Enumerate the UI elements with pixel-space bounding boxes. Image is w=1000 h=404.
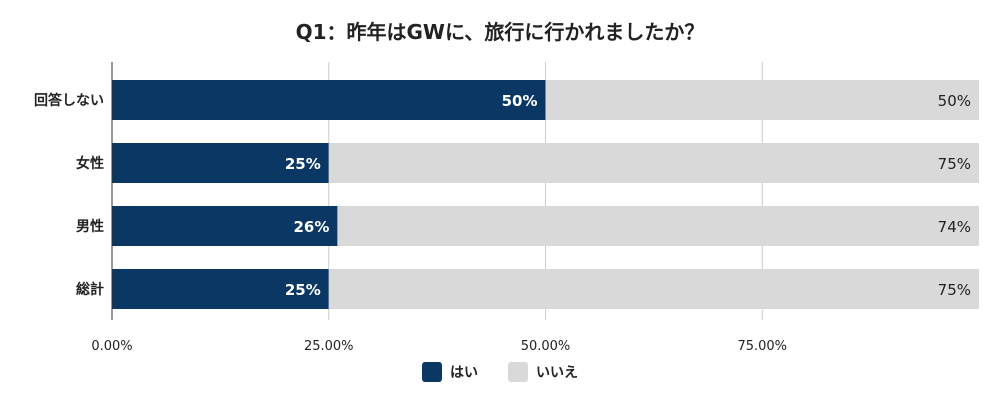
data-label-no-1: 75% <box>938 155 971 173</box>
bar-yes-1 <box>112 143 329 183</box>
data-label-no-2: 74% <box>938 218 971 236</box>
x-tick-label-3: 75.00% <box>737 339 787 354</box>
data-label-yes-0: 50% <box>502 92 538 110</box>
bar-no-3 <box>328 269 979 309</box>
bar-yes-3 <box>112 269 329 309</box>
data-label-yes-1: 25% <box>285 155 321 173</box>
bar-no-0 <box>545 80 979 120</box>
data-label-yes-2: 26% <box>294 218 330 236</box>
x-tick-label-1: 25.00% <box>304 339 354 354</box>
category-label-2: 男性 <box>76 218 104 235</box>
legend: はい いいえ <box>0 362 1000 382</box>
legend-swatch-yes <box>422 362 442 382</box>
x-tick-label-2: 50.00% <box>521 339 571 354</box>
data-label-no-0: 50% <box>938 92 971 110</box>
legend-item-yes[interactable]: はい <box>422 362 478 382</box>
chart-title: Q1：昨年はGWに、旅行に行かれましたか？ <box>295 20 705 44</box>
legend-swatch-no <box>508 362 528 382</box>
legend-label-no: いいえ <box>536 365 578 381</box>
legend-label-yes: はい <box>450 365 478 381</box>
bar-no-1 <box>328 143 979 183</box>
bar-yes-0 <box>112 80 546 120</box>
x-tick-label-0: 0.00% <box>91 339 132 354</box>
data-label-no-3: 75% <box>938 281 971 299</box>
data-label-yes-3: 25% <box>285 281 321 299</box>
category-label-1: 女性 <box>76 155 104 172</box>
category-label-3: 総計 <box>76 281 104 298</box>
bar-no-2 <box>337 206 979 246</box>
legend-item-no[interactable]: いいえ <box>508 362 578 382</box>
bar-yes-2 <box>112 206 338 246</box>
category-label-0: 回答しない <box>34 92 104 109</box>
